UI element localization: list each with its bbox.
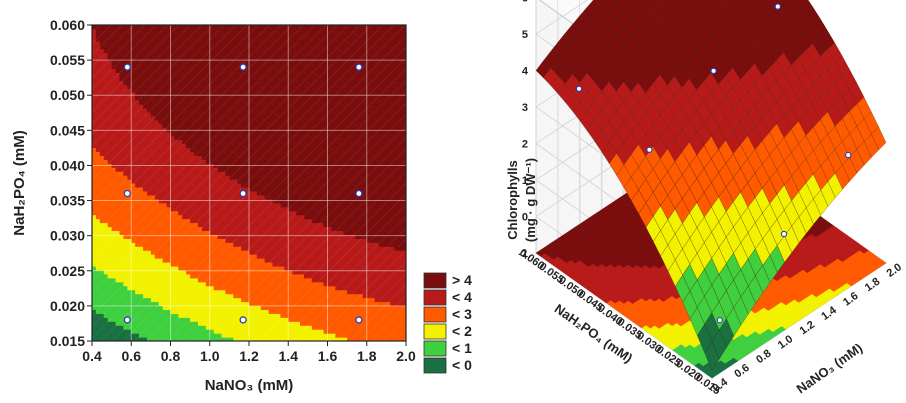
y-axis-title: NaH₂PO₄ (mM) [11,130,28,235]
y-tick-label: 0.030 [50,228,85,244]
surface-point [711,68,716,73]
surface-x-tick-label: 1.4 [819,304,839,323]
z-axis-title-line2: (mg · g DW⁻¹) [523,158,538,242]
z-tick-label: 3 [522,102,528,114]
x-tick-label: 0.4 [82,348,102,364]
x-tick-label: 1.8 [357,348,377,364]
design-point [356,191,362,197]
legend-label: > 4 [452,272,472,288]
z-tick-label: 4 [522,66,529,78]
surface-point [647,147,652,152]
surface-point [775,4,780,9]
y-tick-label: 0.055 [50,52,85,68]
design-point [240,64,246,70]
y-tick-label: 0.025 [50,263,85,279]
legend-swatch [424,273,446,288]
legend-swatch [424,341,446,356]
design-point [356,317,362,323]
x-tick-label: 1.2 [239,348,259,364]
design-point [240,317,246,323]
y-tick-label: 0.040 [50,157,85,173]
y-tick-label: 0.035 [50,193,85,209]
x-tick-label: 0.6 [122,348,142,364]
surface-x-tick-label: 1.8 [863,276,882,295]
design-point [240,191,246,197]
design-point [124,317,130,323]
y-tick-label: 0.020 [50,298,85,314]
y-tick-label: 0.050 [50,87,85,103]
z-tick-label: 6 [522,0,528,5]
design-point [124,191,130,197]
legend-label: < 3 [452,306,472,322]
legend-swatch [424,307,446,322]
surface-point [576,86,581,91]
y-tick-label: 0.045 [50,122,85,138]
legend-swatch [424,290,446,305]
design-point [356,64,362,70]
contour-legend: > 4< 4< 3< 2< 1< 0 [424,272,472,373]
z-tick-label: 5 [522,29,528,41]
y-tick-label: 0.015 [50,333,85,349]
design-point [124,64,130,70]
surface-point [717,318,722,323]
x-axis-title: NaNO₃ (mM) [205,377,294,394]
surface-x-tick-label: 2.0 [885,261,904,280]
surface-x-tick-label: 1.6 [841,290,860,309]
y-tick-label: 0.060 [50,17,85,33]
z-axis-title-line1: Chlorophylls [505,160,520,239]
surface-x-tick-label: 0.8 [754,348,773,367]
legend-label: < 0 [452,357,472,373]
x-tick-label: 2.0 [396,348,416,364]
legend-swatch [424,358,446,373]
x-tick-label: 1.0 [200,348,220,364]
surface-point [781,231,786,236]
legend-label: < 1 [452,340,472,356]
contour-plot: 0.4 0.6 0.8 1.0 1.2 1.4 1.6 1.8 2.0 0.015 0.020 0.0… [11,17,472,394]
legend-label: < 4 [452,289,472,305]
x-tick-label: 0.8 [161,348,181,364]
z-tick-label: 2 [522,139,528,151]
surface-x-tick-label: 1.0 [776,333,795,352]
legend-swatch [424,324,446,339]
surface-x-axis-title: NaNO₃ (mM) [794,340,866,396]
surface-x-tick-label: 1.2 [798,319,817,338]
surface-point [846,153,851,158]
x-tick-label: 1.4 [279,348,299,364]
x-tick-label: 1.6 [318,348,338,364]
legend-label: < 2 [452,323,472,339]
surface-x-tick-label: 0.6 [732,362,751,381]
